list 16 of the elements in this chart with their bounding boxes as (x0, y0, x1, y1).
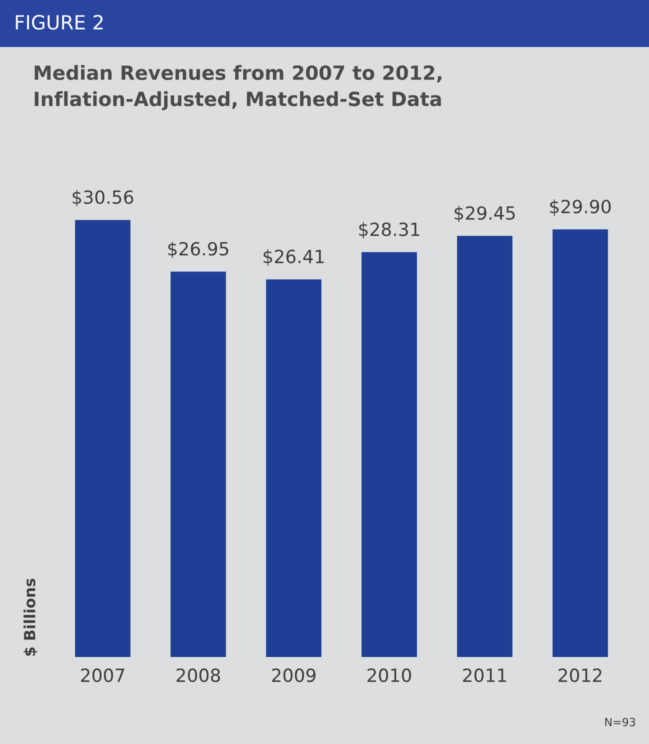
data-label: $26.95 (168, 242, 228, 258)
data-label: $29.45 (454, 206, 515, 222)
data-label: $30.56 (72, 190, 134, 206)
text: N=93 (605, 718, 636, 726)
chart-title: Median Revenues from 2007 to 2012, Inflation-Adjusted, Matched-Set Data (34, 65, 442, 110)
caption: FIGURE 2 (16, 14, 103, 30)
x-tick-label: 2011 (463, 668, 506, 682)
x-tick-label: 2012 (558, 668, 602, 682)
y-axis-title: $ Billions (24, 578, 38, 656)
x-tick-label: 2009 (272, 668, 316, 682)
x-tick-label: 2007 (81, 668, 124, 682)
data-label: $26.41 (264, 249, 324, 266)
data-label: $29.90 (550, 199, 611, 216)
data-label: $28.31 (359, 222, 420, 239)
x-tick-label: 2008 (176, 668, 220, 682)
x-tick-label: 2010 (368, 668, 412, 682)
